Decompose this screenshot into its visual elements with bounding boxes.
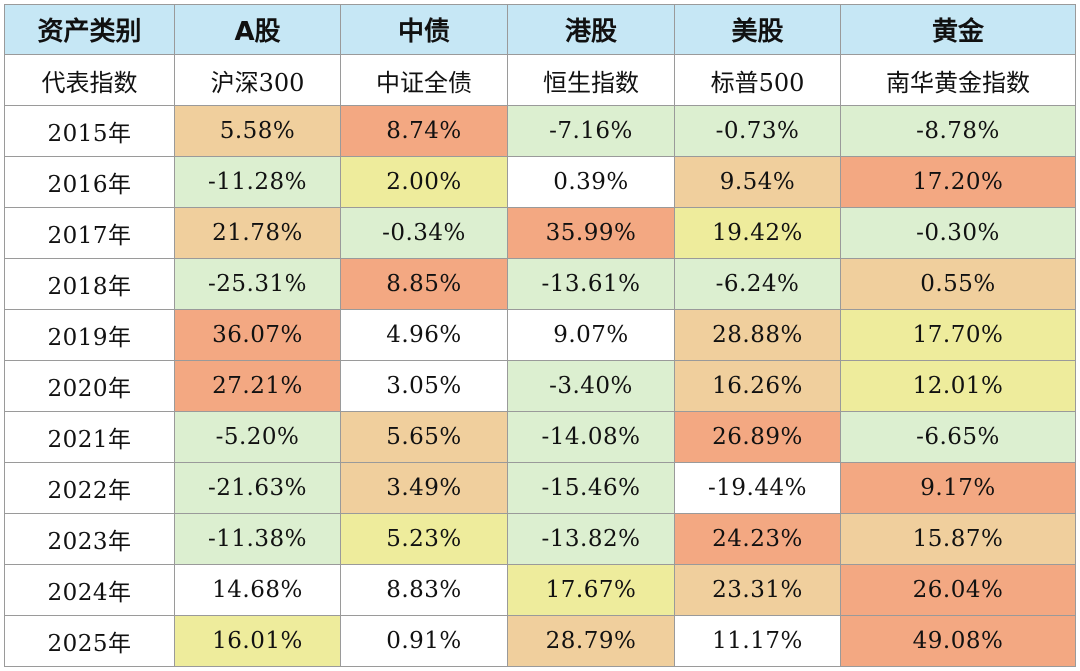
table-row: 2016年 -11.28% 2.00% 0.39% 9.54% 17.20%: [4, 156, 1076, 208]
header-us-stocks: 美股: [674, 4, 841, 55]
index-china-bond: 中证全债: [340, 54, 508, 106]
return-cell-china-bonds: 4.96%: [340, 309, 508, 361]
return-cell-gold: 26.04%: [840, 564, 1076, 616]
return-cell-gold: 9.17%: [840, 462, 1076, 514]
table-body: 代表指数 沪深300 中证全债 恒生指数 标普500 南华黄金指数 2015年 5…: [4, 54, 1076, 667]
return-cell-us-stocks: 23.31%: [674, 564, 841, 616]
table-row: 2025年 16.01% 0.91% 28.79% 11.17% 49.08%: [4, 615, 1076, 667]
return-cell-hk-stocks: -15.46%: [507, 462, 675, 514]
return-cell-gold: 49.08%: [840, 615, 1076, 667]
return-cell-hk-stocks: -3.40%: [507, 360, 675, 412]
return-cell-gold: -8.78%: [840, 105, 1076, 157]
index-row-label: 代表指数: [4, 54, 175, 106]
header-row: 资产类别 A股 中债 港股 美股 黄金: [4, 4, 1076, 55]
return-cell-hk-stocks: 35.99%: [507, 207, 675, 259]
return-cell-china-bonds: 8.85%: [340, 258, 508, 310]
year-cell: 2022年: [4, 462, 175, 514]
return-cell-a-shares: -11.38%: [174, 513, 341, 565]
return-cell-hk-stocks: -14.08%: [507, 411, 675, 463]
header-gold: 黄金: [840, 4, 1076, 55]
return-cell-hk-stocks: 0.39%: [507, 156, 675, 208]
return-cell-hk-stocks: -13.61%: [507, 258, 675, 310]
return-cell-us-stocks: 16.26%: [674, 360, 841, 412]
year-cell: 2015年: [4, 105, 175, 157]
table-row: 2023年 -11.38% 5.23% -13.82% 24.23% 15.87%: [4, 513, 1076, 565]
return-cell-a-shares: -21.63%: [174, 462, 341, 514]
return-cell-china-bonds: -0.34%: [340, 207, 508, 259]
index-hang-seng: 恒生指数: [507, 54, 675, 106]
return-cell-gold: -0.30%: [840, 207, 1076, 259]
return-cell-us-stocks: 9.54%: [674, 156, 841, 208]
return-cell-hk-stocks: -13.82%: [507, 513, 675, 565]
return-cell-china-bonds: 5.23%: [340, 513, 508, 565]
year-cell: 2019年: [4, 309, 175, 361]
asset-returns-table: 资产类别 A股 中债 港股 美股 黄金 代表指数 沪深300 中证全债 恒生指数…: [4, 4, 1076, 667]
index-sp500: 标普500: [674, 54, 841, 106]
year-cell: 2024年: [4, 564, 175, 616]
table-row: 2024年 14.68% 8.83% 17.67% 23.31% 26.04%: [4, 564, 1076, 616]
return-cell-hk-stocks: -7.16%: [507, 105, 675, 157]
table-row: 2021年 -5.20% 5.65% -14.08% 26.89% -6.65%: [4, 411, 1076, 463]
return-cell-gold: 0.55%: [840, 258, 1076, 310]
table-row: 2022年 -21.63% 3.49% -15.46% -19.44% 9.17%: [4, 462, 1076, 514]
return-cell-us-stocks: -19.44%: [674, 462, 841, 514]
return-cell-a-shares: -25.31%: [174, 258, 341, 310]
year-cell: 2021年: [4, 411, 175, 463]
header-a-shares: A股: [174, 4, 341, 55]
index-csi300: 沪深300: [174, 54, 341, 106]
header-asset-class: 资产类别: [4, 4, 175, 55]
table-row: 2019年 36.07% 4.96% 9.07% 28.88% 17.70%: [4, 309, 1076, 361]
return-cell-china-bonds: 8.74%: [340, 105, 508, 157]
return-cell-us-stocks: 11.17%: [674, 615, 841, 667]
table-row: 2015年 5.58% 8.74% -7.16% -0.73% -8.78%: [4, 105, 1076, 157]
return-cell-hk-stocks: 28.79%: [507, 615, 675, 667]
return-cell-a-shares: 16.01%: [174, 615, 341, 667]
return-cell-china-bonds: 3.05%: [340, 360, 508, 412]
return-cell-hk-stocks: 9.07%: [507, 309, 675, 361]
return-cell-us-stocks: 26.89%: [674, 411, 841, 463]
table-row: 2020年 27.21% 3.05% -3.40% 16.26% 12.01%: [4, 360, 1076, 412]
return-cell-hk-stocks: 17.67%: [507, 564, 675, 616]
return-cell-gold: 15.87%: [840, 513, 1076, 565]
header-hk-stocks: 港股: [507, 4, 675, 55]
year-cell: 2023年: [4, 513, 175, 565]
year-cell: 2025年: [4, 615, 175, 667]
return-cell-us-stocks: -0.73%: [674, 105, 841, 157]
return-cell-china-bonds: 5.65%: [340, 411, 508, 463]
table-row: 2017年 21.78% -0.34% 35.99% 19.42% -0.30%: [4, 207, 1076, 259]
year-cell: 2016年: [4, 156, 175, 208]
return-cell-a-shares: 21.78%: [174, 207, 341, 259]
return-cell-a-shares: 27.21%: [174, 360, 341, 412]
return-cell-gold: 12.01%: [840, 360, 1076, 412]
return-cell-a-shares: -5.20%: [174, 411, 341, 463]
return-cell-china-bonds: 8.83%: [340, 564, 508, 616]
year-cell: 2017年: [4, 207, 175, 259]
return-cell-us-stocks: 19.42%: [674, 207, 841, 259]
year-cell: 2020年: [4, 360, 175, 412]
index-row: 代表指数 沪深300 中证全债 恒生指数 标普500 南华黄金指数: [4, 54, 1076, 106]
return-cell-china-bonds: 2.00%: [340, 156, 508, 208]
return-cell-a-shares: 14.68%: [174, 564, 341, 616]
return-cell-gold: 17.20%: [840, 156, 1076, 208]
return-cell-us-stocks: -6.24%: [674, 258, 841, 310]
return-cell-a-shares: -11.28%: [174, 156, 341, 208]
header-china-bonds: 中债: [340, 4, 508, 55]
return-cell-china-bonds: 0.91%: [340, 615, 508, 667]
return-cell-us-stocks: 28.88%: [674, 309, 841, 361]
return-cell-gold: 17.70%: [840, 309, 1076, 361]
return-cell-a-shares: 36.07%: [174, 309, 341, 361]
index-nanhua-gold: 南华黄金指数: [840, 54, 1076, 106]
return-cell-china-bonds: 3.49%: [340, 462, 508, 514]
return-cell-a-shares: 5.58%: [174, 105, 341, 157]
return-cell-gold: -6.65%: [840, 411, 1076, 463]
year-cell: 2018年: [4, 258, 175, 310]
table-row: 2018年 -25.31% 8.85% -13.61% -6.24% 0.55%: [4, 258, 1076, 310]
return-cell-us-stocks: 24.23%: [674, 513, 841, 565]
